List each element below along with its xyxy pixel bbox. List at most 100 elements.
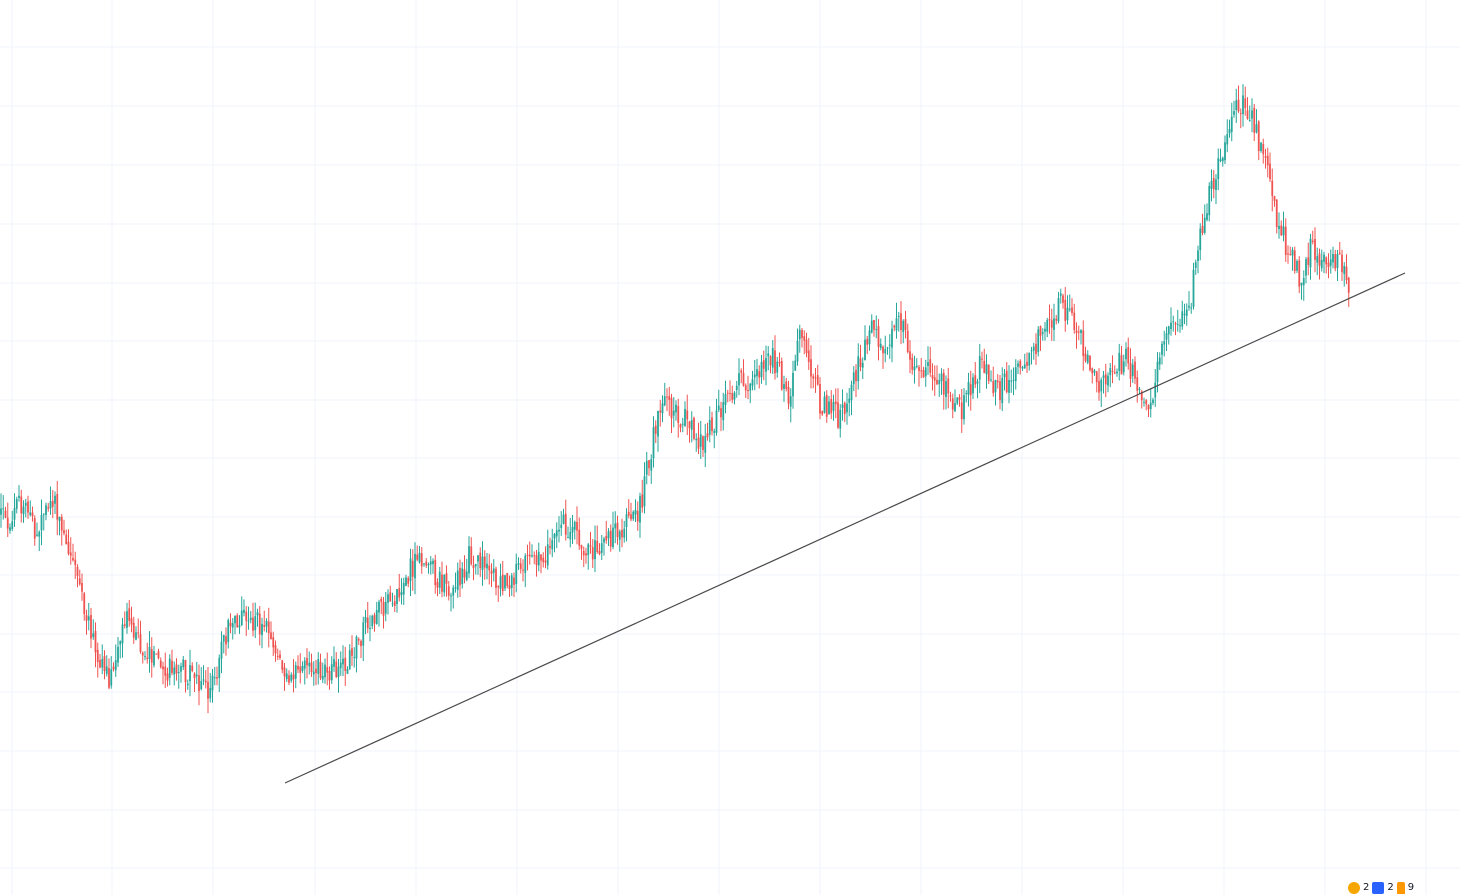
flag-icon[interactable] — [1397, 882, 1405, 894]
candle-down — [1130, 363, 1132, 379]
candle-up — [722, 402, 724, 420]
candle-up — [405, 577, 407, 585]
candle-down — [32, 513, 34, 517]
candle-up — [385, 602, 387, 614]
candle-up — [938, 380, 940, 384]
candle-up — [725, 394, 727, 405]
candle-up — [1163, 341, 1165, 344]
candle-up — [1283, 226, 1285, 235]
candle-up — [794, 361, 796, 371]
candle-up — [403, 583, 405, 594]
candle-down — [1082, 330, 1084, 356]
candle-up — [1107, 376, 1109, 386]
candle-down — [1019, 361, 1021, 368]
candle-down — [1325, 258, 1327, 265]
candle-up — [738, 373, 740, 385]
candle-up — [765, 358, 767, 372]
candle-down — [1348, 278, 1350, 293]
candle-up — [482, 557, 484, 570]
candle-down — [473, 565, 475, 568]
candle-down — [666, 397, 668, 398]
candle-down — [77, 567, 79, 576]
candle-up — [664, 396, 666, 405]
candle-up — [761, 362, 763, 377]
candle-up — [538, 552, 540, 566]
candle-up — [772, 348, 774, 368]
candle-up — [23, 507, 25, 514]
candle-down — [671, 398, 673, 418]
candle-down — [108, 668, 110, 688]
candle-up — [963, 395, 965, 419]
candle-up — [1199, 229, 1201, 251]
candle-down — [421, 553, 423, 566]
candle-down — [464, 569, 466, 577]
candle-down — [947, 378, 949, 393]
candle-up — [9, 527, 11, 530]
candle-down — [974, 375, 976, 384]
candle-up — [1217, 158, 1219, 179]
candle-up — [864, 340, 866, 361]
candle-down — [545, 561, 547, 563]
candle-down — [576, 522, 578, 531]
candle-up — [799, 330, 801, 340]
candle-up — [531, 555, 533, 556]
candle-up — [266, 621, 268, 627]
candle-down — [806, 340, 808, 354]
candle-down — [1078, 332, 1080, 333]
candle-down — [124, 624, 126, 626]
candle-up — [149, 647, 151, 659]
candle-up — [1208, 186, 1210, 215]
candle-up — [853, 372, 855, 384]
candle-up — [241, 611, 243, 626]
candle-down — [637, 511, 639, 522]
alert-icon[interactable] — [1348, 882, 1360, 894]
candle-down — [693, 418, 695, 439]
candle-down — [1148, 405, 1150, 409]
candle-up — [439, 572, 441, 588]
candle-up — [1260, 142, 1262, 151]
candle-down — [288, 675, 290, 682]
candle-up — [110, 669, 112, 685]
candle-up — [387, 594, 389, 603]
candle-down — [1262, 144, 1264, 154]
candle-up — [824, 397, 826, 413]
candle-up — [657, 411, 659, 437]
candle-up — [1118, 353, 1120, 371]
candle-down — [999, 381, 1001, 400]
chart-icon[interactable] — [1372, 882, 1384, 894]
candle-up — [1172, 321, 1174, 322]
candle-down — [389, 592, 391, 601]
candle-up — [122, 625, 124, 644]
candle-down — [484, 556, 486, 567]
candle-up — [752, 379, 754, 385]
candle-up — [1132, 365, 1134, 377]
candle-up — [972, 377, 974, 393]
candle-down — [1314, 239, 1316, 260]
candle-down — [320, 662, 322, 678]
candle-up — [414, 554, 416, 578]
candle-down — [599, 551, 601, 554]
candle-down — [581, 545, 583, 548]
candle-up — [1301, 283, 1303, 286]
candle-up — [569, 532, 571, 539]
candle-down — [655, 426, 657, 434]
chart-count: 2 — [1387, 882, 1393, 894]
candle-up — [601, 543, 603, 553]
candle-down — [1136, 377, 1138, 390]
candle-up — [619, 531, 621, 539]
candle-up — [1310, 239, 1312, 268]
candle-down — [590, 546, 592, 547]
candle-down — [1269, 164, 1271, 180]
candle-up — [776, 362, 778, 373]
candle-up — [180, 666, 182, 672]
candle-up — [221, 642, 223, 659]
candle-up — [792, 373, 794, 397]
candle-up — [2, 508, 4, 509]
candle-up — [1010, 381, 1012, 382]
trend-line[interactable] — [285, 273, 1405, 783]
candle-up — [1249, 120, 1251, 121]
candle-up — [734, 393, 736, 400]
candle-up — [1058, 298, 1060, 321]
